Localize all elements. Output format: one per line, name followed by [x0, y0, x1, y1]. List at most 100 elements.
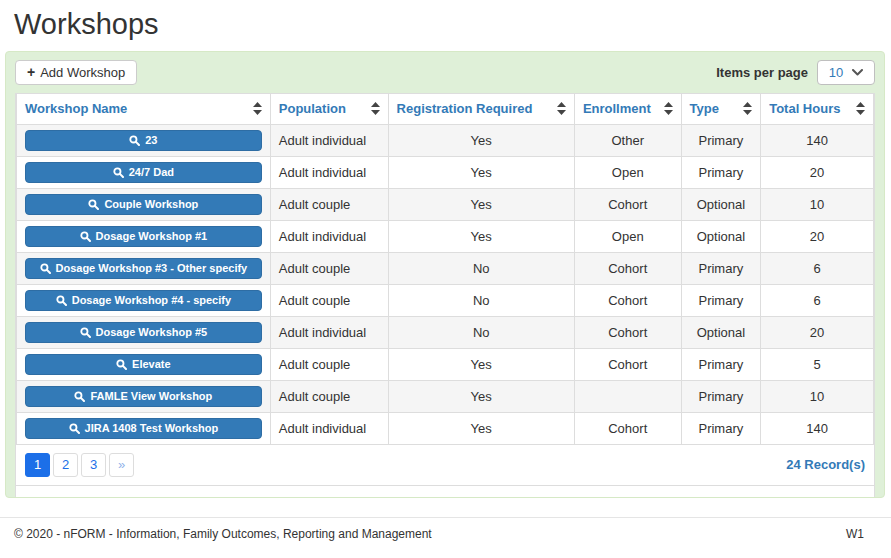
workshop-link-button[interactable]: Dosage Workshop #5: [25, 322, 262, 343]
population-cell: Adult individual: [270, 412, 388, 444]
page-button-3[interactable]: 3: [81, 453, 106, 477]
table-header-row: Workshop Name Population Registration Requ…: [17, 93, 874, 124]
enrollment-cell: Cohort: [574, 316, 681, 348]
total-hours-cell: 20: [761, 220, 874, 252]
workshop-link-button[interactable]: Couple Workshop: [25, 194, 262, 215]
workshop-name-label: Elevate: [132, 358, 171, 370]
registration-required-cell: Yes: [388, 348, 574, 380]
type-cell: Primary: [681, 252, 761, 284]
add-workshop-button[interactable]: + Add Workshop: [15, 60, 137, 85]
population-cell: Adult couple: [270, 252, 388, 284]
workshops-table-card: Workshop Name Population Registration Requ…: [15, 93, 875, 497]
total-hours-cell: 140: [761, 124, 874, 156]
add-workshop-label: Add Workshop: [40, 65, 125, 80]
workshop-link-button[interactable]: FAMLE View Workshop: [25, 386, 262, 407]
panel-bottom-strip: [16, 485, 874, 497]
total-hours-cell: 10: [761, 188, 874, 220]
sort-icon: [557, 102, 566, 115]
workshop-name-cell: Elevate: [17, 348, 271, 380]
workshop-name-label: Dosage Workshop #1: [96, 230, 208, 242]
column-label: Population: [279, 101, 346, 116]
workshop-name-cell: Dosage Workshop #1: [17, 220, 271, 252]
sort-icon: [743, 102, 752, 115]
column-header-type[interactable]: Type: [681, 93, 761, 124]
workshop-name-label: 24/7 Dad: [129, 166, 174, 178]
workshop-link-button[interactable]: Dosage Workshop #3 - Other specify: [25, 258, 262, 279]
workshop-name-cell: FAMLE View Workshop: [17, 380, 271, 412]
items-per-page-value: 10: [829, 65, 843, 80]
column-header-workshop-name[interactable]: Workshop Name: [17, 93, 271, 124]
registration-required-cell: Yes: [388, 124, 574, 156]
search-icon: [88, 199, 99, 210]
table-body: 23Adult individualYesOtherPrimary14024/7…: [17, 124, 874, 444]
workshop-link-button[interactable]: 24/7 Dad: [25, 162, 262, 183]
workshop-name-cell: 23: [17, 124, 271, 156]
workshop-name-label: Couple Workshop: [104, 198, 198, 210]
workshop-link-button[interactable]: Elevate: [25, 354, 262, 375]
sort-icon: [371, 102, 380, 115]
table-row: Dosage Workshop #3 - Other specify Adult …: [17, 252, 874, 284]
enrollment-cell: Cohort: [574, 284, 681, 316]
workshop-name-label: 23: [145, 134, 157, 146]
workshop-name-cell: Dosage Workshop #4 - specify: [17, 284, 271, 316]
page-button-2[interactable]: 2: [53, 453, 78, 477]
total-hours-cell: 10: [761, 380, 874, 412]
column-header-total-hours[interactable]: Total Hours: [761, 93, 874, 124]
type-cell: Optional: [681, 188, 761, 220]
population-cell: Adult couple: [270, 380, 388, 412]
search-icon: [129, 135, 140, 146]
search-icon: [40, 263, 51, 274]
table-row: 23 Adult individualYesOtherPrimary140: [17, 124, 874, 156]
workshops-table: Workshop Name Population Registration Requ…: [16, 93, 874, 445]
total-hours-cell: 20: [761, 316, 874, 348]
pagination-bar: 123» 24 Record(s): [16, 445, 874, 485]
workshop-link-button[interactable]: JIRA 1408 Test Workshop: [25, 418, 262, 439]
sort-icon: [253, 102, 262, 115]
column-header-registration-required[interactable]: Registration Required: [388, 93, 574, 124]
type-cell: Optional: [681, 220, 761, 252]
table-row: Dosage Workshop #1Adult individualYesOpe…: [17, 220, 874, 252]
registration-required-cell: Yes: [388, 220, 574, 252]
search-icon: [56, 295, 67, 306]
next-page-button[interactable]: »: [109, 453, 134, 477]
workshop-name-label: Dosage Workshop #4 - specify: [72, 294, 231, 306]
workshop-name-cell: Dosage Workshop #5: [17, 316, 271, 348]
enrollment-cell: Cohort: [574, 348, 681, 380]
search-icon: [113, 167, 124, 178]
column-label: Enrollment: [583, 101, 651, 116]
total-hours-cell: 5: [761, 348, 874, 380]
registration-required-cell: Yes: [388, 380, 574, 412]
workshop-link-button[interactable]: Dosage Workshop #4 - specify: [25, 290, 262, 311]
population-cell: Adult couple: [270, 284, 388, 316]
workshop-name-cell: JIRA 1408 Test Workshop: [17, 412, 271, 444]
items-per-page-select[interactable]: 10: [817, 60, 875, 85]
panel-toolbar: + Add Workshop Items per page 10: [6, 52, 884, 93]
items-per-page-label: Items per page: [716, 65, 808, 80]
page-button-1[interactable]: 1: [25, 453, 50, 477]
population-cell: Adult individual: [270, 156, 388, 188]
workshops-panel: + Add Workshop Items per page 10 Worksho…: [5, 51, 885, 498]
registration-required-cell: Yes: [388, 412, 574, 444]
enrollment-cell: [574, 380, 681, 412]
workshop-name-label: FAMLE View Workshop: [90, 390, 212, 402]
column-header-population[interactable]: Population: [270, 93, 388, 124]
workshop-name-label: Dosage Workshop #5: [96, 326, 208, 338]
workshop-link-button[interactable]: 23: [25, 130, 262, 151]
type-cell: Primary: [681, 124, 761, 156]
workshop-name-cell: 24/7 Dad: [17, 156, 271, 188]
plus-icon: +: [27, 65, 35, 79]
workshop-name-label: Dosage Workshop #3 - Other specify: [56, 262, 248, 274]
column-label: Total Hours: [769, 101, 840, 116]
search-icon: [116, 359, 127, 370]
table-row: Couple WorkshopAdult coupleYesCohortOpti…: [17, 188, 874, 220]
column-label: Workshop Name: [25, 101, 127, 116]
population-cell: Adult individual: [270, 124, 388, 156]
workshop-link-button[interactable]: Dosage Workshop #1: [25, 226, 262, 247]
registration-required-cell: Yes: [388, 188, 574, 220]
workshop-name-label: JIRA 1408 Test Workshop: [85, 422, 219, 434]
column-header-enrollment[interactable]: Enrollment: [574, 93, 681, 124]
enrollment-cell: Other: [574, 124, 681, 156]
total-hours-cell: 20: [761, 156, 874, 188]
search-icon: [80, 327, 91, 338]
column-label: Type: [690, 101, 719, 116]
